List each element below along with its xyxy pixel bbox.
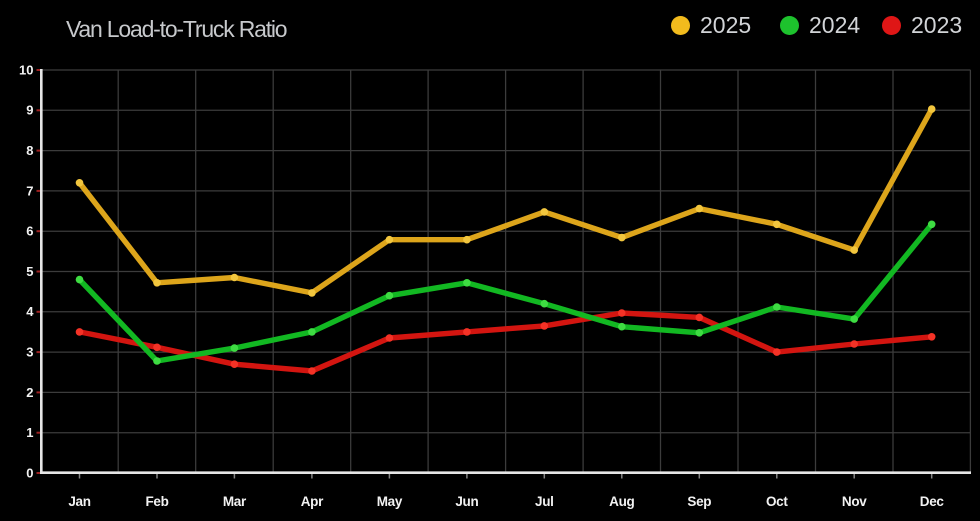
svg-text:0: 0	[26, 465, 33, 480]
svg-text:2: 2	[26, 385, 33, 400]
svg-text:Dec: Dec	[920, 494, 945, 509]
svg-text:Jan: Jan	[68, 494, 90, 509]
svg-text:May: May	[377, 494, 403, 509]
svg-text:10: 10	[19, 62, 33, 77]
svg-text:Feb: Feb	[145, 494, 168, 509]
svg-text:5: 5	[26, 264, 33, 279]
svg-text:Sep: Sep	[687, 494, 711, 509]
svg-text:Oct: Oct	[766, 494, 788, 509]
svg-text:Apr: Apr	[301, 494, 324, 509]
svg-text:4: 4	[26, 304, 34, 319]
svg-text:Aug: Aug	[609, 494, 634, 509]
svg-text:Mar: Mar	[223, 494, 247, 509]
svg-text:7: 7	[26, 183, 33, 198]
svg-text:8: 8	[26, 143, 33, 158]
svg-text:9: 9	[26, 103, 33, 118]
svg-text:Nov: Nov	[842, 494, 867, 509]
svg-text:1: 1	[26, 425, 33, 440]
svg-text:Jul: Jul	[535, 494, 554, 509]
svg-text:3: 3	[26, 345, 33, 360]
svg-text:Jun: Jun	[455, 494, 478, 509]
svg-text:6: 6	[26, 224, 33, 239]
